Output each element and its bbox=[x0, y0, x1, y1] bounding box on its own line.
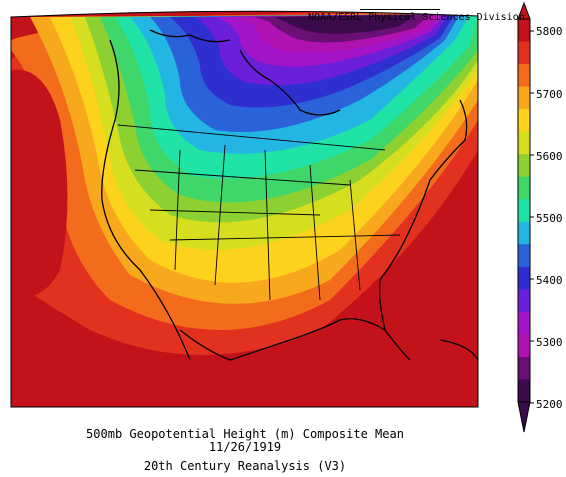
colorbar-segment bbox=[518, 356, 530, 380]
colorbar-segment bbox=[518, 41, 530, 65]
colorbar-segment bbox=[518, 266, 530, 290]
colorbar-segment bbox=[518, 131, 530, 155]
caption-title: 500mb Geopotential Height (m) Composite … bbox=[86, 427, 404, 441]
colorbar-label: 5800 bbox=[536, 25, 563, 38]
colorbar-segment bbox=[518, 154, 530, 178]
colorbar-segment bbox=[518, 64, 530, 88]
colorbar-label: 5300 bbox=[536, 336, 563, 349]
colorbar-segment bbox=[518, 176, 530, 200]
credit-text: NOAA/ESRL Physical Sciences Division bbox=[308, 12, 525, 23]
colorbar-segment bbox=[518, 334, 530, 358]
colorbar-label: 5600 bbox=[536, 150, 563, 163]
colorbar-segment bbox=[518, 379, 530, 403]
coastline bbox=[101, 29, 478, 361]
colorbar-segment bbox=[518, 86, 530, 110]
colorbar-segment bbox=[518, 311, 530, 335]
colorbar bbox=[517, 1, 534, 433]
caption-date: 11/26/1919 bbox=[208, 440, 282, 454]
colorbar-segment bbox=[518, 199, 530, 223]
state-borders bbox=[117, 124, 401, 301]
colorbar-label: 5700 bbox=[536, 88, 563, 101]
colorbar-segment bbox=[518, 244, 530, 268]
colorbar-label: 5400 bbox=[536, 274, 563, 287]
colorbar-segment bbox=[518, 221, 530, 245]
colorbar-bottom-arrow bbox=[517, 401, 531, 433]
colorbar-segment bbox=[518, 289, 530, 313]
credit-underline bbox=[360, 9, 440, 10]
colorbar-label: 5200 bbox=[536, 398, 563, 411]
colorbar-segment bbox=[518, 19, 530, 43]
map-frame bbox=[10, 10, 479, 408]
colorbar-label: 5500 bbox=[536, 212, 563, 225]
colorbar-segment bbox=[518, 109, 530, 133]
caption-source: 20th Century Reanalysis (V3) bbox=[143, 459, 347, 473]
